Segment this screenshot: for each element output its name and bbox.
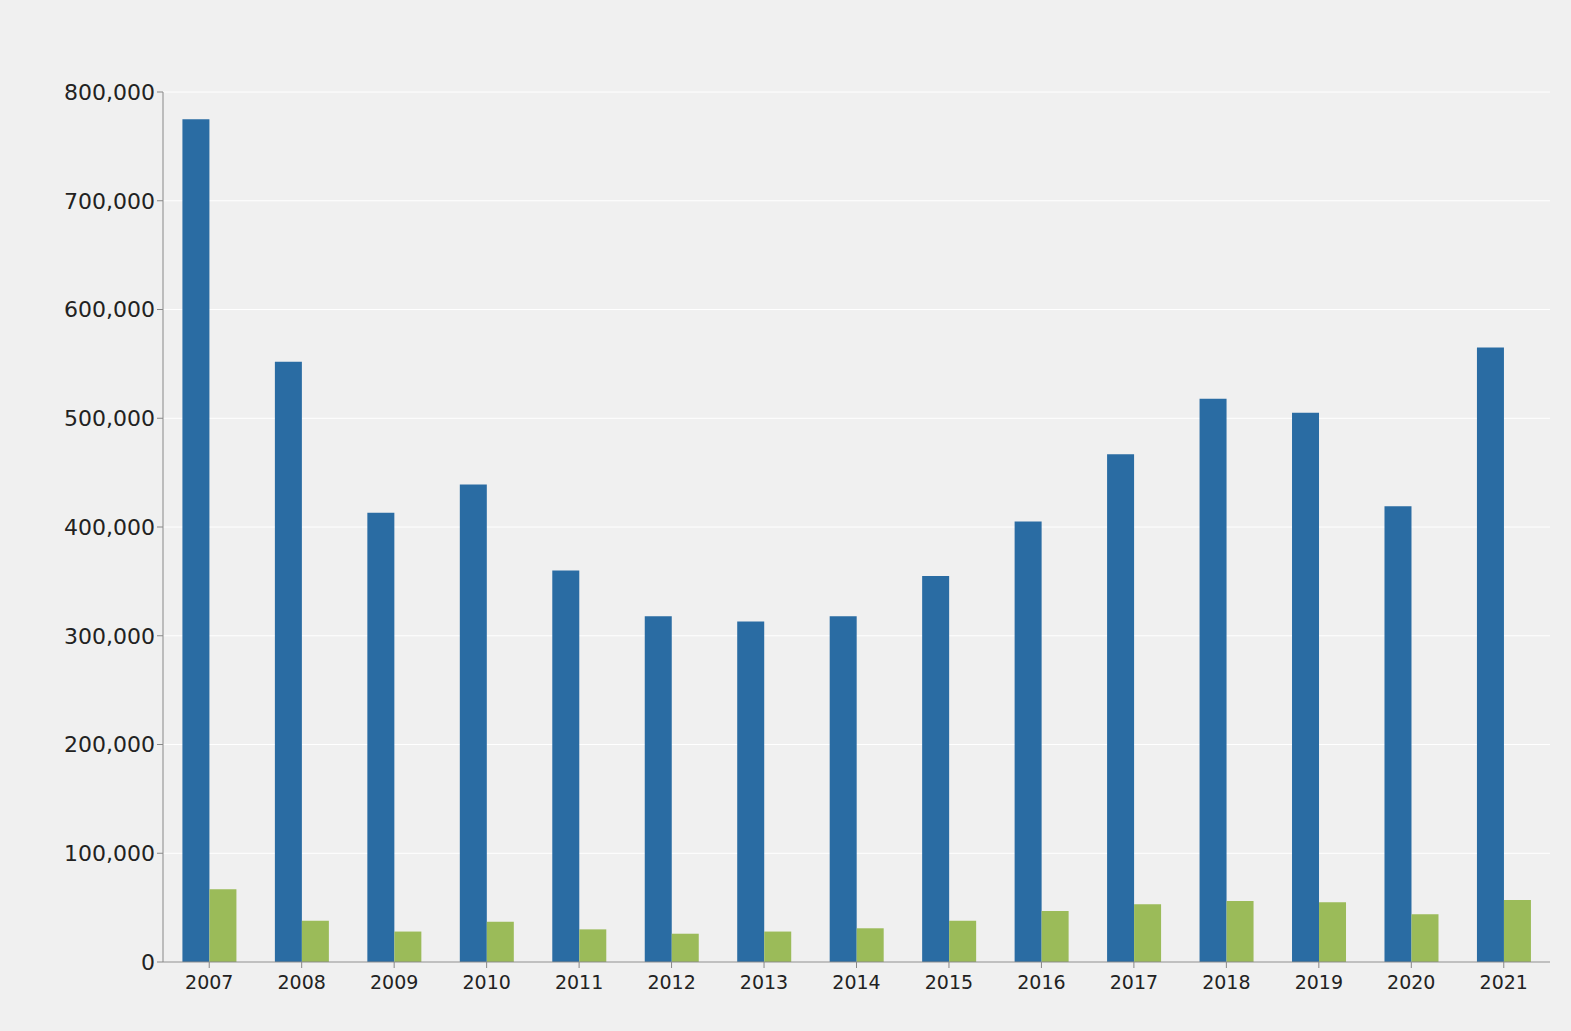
svg-text:2020: 2020 [1387, 971, 1435, 993]
svg-text:2018: 2018 [1202, 971, 1250, 993]
svg-text:2008: 2008 [278, 971, 326, 993]
svg-text:300,000: 300,000 [64, 624, 155, 649]
svg-text:700,000: 700,000 [64, 189, 155, 214]
svg-text:2014: 2014 [832, 971, 880, 993]
svg-text:2011: 2011 [555, 971, 603, 993]
svg-text:500,000: 500,000 [64, 406, 155, 431]
svg-text:2010: 2010 [462, 971, 510, 993]
svg-text:600,000: 600,000 [64, 297, 155, 322]
svg-text:2009: 2009 [370, 971, 418, 993]
svg-text:200,000: 200,000 [64, 732, 155, 757]
svg-text:100,000: 100,000 [64, 841, 155, 866]
svg-text:2016: 2016 [1017, 971, 1065, 993]
svg-text:2012: 2012 [647, 971, 695, 993]
svg-text:400,000: 400,000 [64, 515, 155, 540]
svg-text:0: 0 [141, 950, 155, 975]
svg-text:2017: 2017 [1110, 971, 1158, 993]
svg-text:2021: 2021 [1480, 971, 1528, 993]
svg-text:2019: 2019 [1295, 971, 1343, 993]
svg-text:2007: 2007 [185, 971, 233, 993]
svg-text:2015: 2015 [925, 971, 973, 993]
svg-text:2013: 2013 [740, 971, 788, 993]
svg-text:800,000: 800,000 [64, 80, 155, 105]
